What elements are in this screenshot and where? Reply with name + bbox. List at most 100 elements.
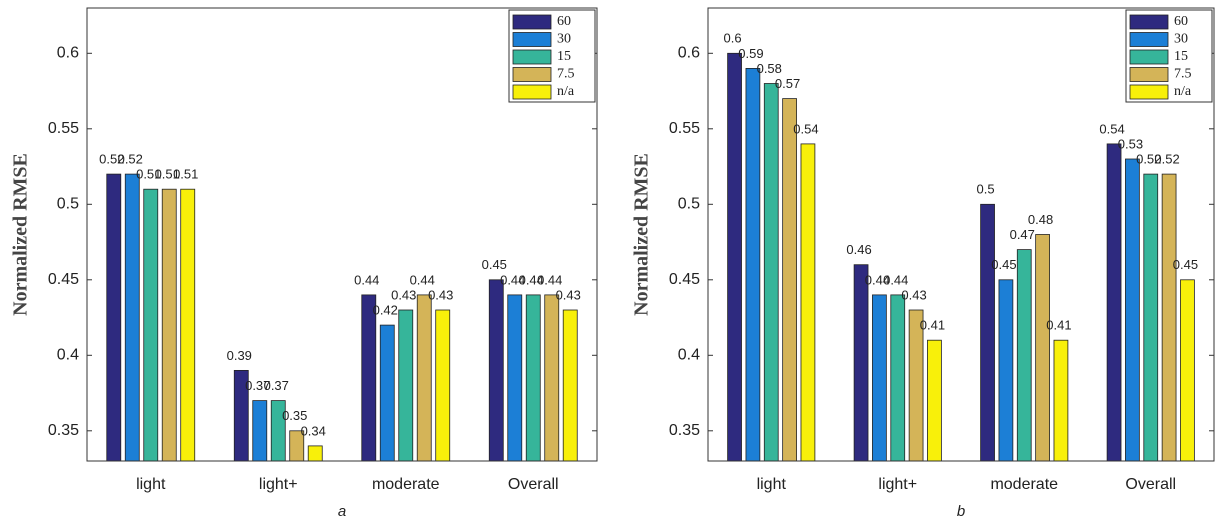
bar bbox=[1035, 234, 1050, 462]
bar bbox=[1016, 249, 1032, 462]
legend-label: n/a bbox=[557, 84, 575, 99]
bar bbox=[800, 143, 816, 462]
bar bbox=[872, 294, 887, 462]
legend-label: 60 bbox=[1174, 14, 1188, 29]
value-label: 0.6 bbox=[724, 31, 742, 46]
value-label: 0.52 bbox=[1136, 152, 1161, 167]
chart: 0.350.40.450.50.550.6light0.520.520.510.… bbox=[10, 7, 598, 520]
y-tick-label: 0.5 bbox=[57, 196, 79, 213]
bar bbox=[525, 294, 541, 462]
bar bbox=[998, 279, 1014, 462]
legend-swatch bbox=[1129, 32, 1169, 47]
bar bbox=[745, 68, 761, 462]
bar bbox=[507, 294, 523, 462]
bar bbox=[782, 98, 797, 462]
value-label: 0.39 bbox=[227, 348, 252, 363]
value-label: 0.53 bbox=[1118, 136, 1143, 151]
legend-swatch bbox=[512, 14, 552, 30]
legend-swatch bbox=[1129, 14, 1169, 30]
y-tick-label: 0.35 bbox=[48, 422, 79, 439]
value-label: 0.47 bbox=[1010, 227, 1035, 242]
legend-swatch bbox=[512, 67, 552, 82]
x-tick-label: light+ bbox=[259, 476, 298, 493]
x-tick-label: Overall bbox=[508, 476, 559, 493]
caption: b bbox=[957, 503, 965, 520]
value-label: 0.44 bbox=[883, 272, 908, 287]
bar bbox=[161, 188, 177, 462]
y-tick-label: 0.4 bbox=[57, 347, 79, 364]
legend-swatch bbox=[512, 49, 552, 65]
bar bbox=[416, 294, 432, 462]
legend-label: 7.5 bbox=[1174, 67, 1192, 82]
bar bbox=[927, 339, 942, 462]
value-label: 0.52 bbox=[99, 152, 124, 167]
legend-swatch bbox=[512, 84, 552, 100]
bar bbox=[435, 309, 451, 462]
value-label: 0.37 bbox=[264, 378, 289, 393]
bar bbox=[1161, 173, 1177, 462]
axes-box bbox=[86, 7, 598, 462]
bar bbox=[908, 309, 924, 462]
chart: 0.350.40.450.50.550.6light0.60.590.580.5… bbox=[631, 7, 1215, 520]
x-tick-label: Overall bbox=[1125, 476, 1176, 493]
value-label: 0.52 bbox=[118, 152, 143, 167]
bar bbox=[1180, 279, 1195, 462]
value-label: 0.41 bbox=[920, 318, 945, 333]
value-label: 0.48 bbox=[1028, 212, 1053, 227]
bar bbox=[106, 173, 122, 462]
bar bbox=[544, 294, 560, 462]
bar bbox=[1143, 173, 1159, 462]
axes-box bbox=[707, 7, 1215, 462]
legend-swatch bbox=[512, 32, 552, 47]
value-label: 0.43 bbox=[391, 287, 416, 302]
y-tick-label: 0.5 bbox=[678, 196, 700, 213]
bar bbox=[307, 445, 323, 462]
value-label: 0.43 bbox=[428, 287, 453, 302]
value-label: 0.44 bbox=[537, 272, 562, 287]
legend: 60 30 15 7.5 n/a bbox=[508, 9, 596, 103]
bar bbox=[143, 188, 159, 462]
bar bbox=[890, 294, 906, 462]
legend-label: 30 bbox=[557, 32, 571, 47]
x-tick-label: light bbox=[757, 476, 787, 493]
legend-label: 15 bbox=[557, 49, 571, 64]
y-tick-label: 0.45 bbox=[669, 271, 700, 288]
bar bbox=[180, 188, 196, 462]
value-label: 0.37 bbox=[245, 378, 270, 393]
legend-swatch bbox=[1129, 84, 1169, 100]
y-tick-label: 0.35 bbox=[669, 422, 700, 439]
value-label: 0.44 bbox=[354, 272, 379, 287]
value-label: 0.52 bbox=[1154, 152, 1179, 167]
caption: a bbox=[338, 503, 346, 520]
value-label: 0.51 bbox=[136, 167, 161, 182]
value-label: 0.57 bbox=[775, 76, 800, 91]
x-tick-label: light+ bbox=[878, 476, 917, 493]
bar bbox=[398, 309, 414, 462]
legend-label: n/a bbox=[1174, 84, 1192, 99]
bar bbox=[980, 203, 995, 462]
bar bbox=[853, 264, 869, 462]
y-axis-label: Normalized RMSE bbox=[10, 153, 32, 316]
bar bbox=[727, 52, 742, 462]
y-tick-label: 0.45 bbox=[48, 271, 79, 288]
value-label: 0.5 bbox=[977, 182, 995, 197]
value-label: 0.42 bbox=[373, 303, 398, 318]
value-label: 0.59 bbox=[738, 46, 763, 61]
y-tick-label: 0.55 bbox=[669, 120, 700, 137]
legend-swatch bbox=[1129, 49, 1169, 65]
value-label: 0.44 bbox=[865, 272, 890, 287]
legend-label: 30 bbox=[1174, 32, 1188, 47]
value-label: 0.51 bbox=[173, 167, 198, 182]
bar bbox=[252, 400, 268, 462]
bar bbox=[562, 309, 578, 462]
value-label: 0.46 bbox=[846, 242, 871, 257]
bar bbox=[1125, 158, 1140, 462]
bar bbox=[488, 279, 504, 462]
y-axis-label: Normalized RMSE bbox=[631, 153, 653, 316]
value-label: 0.51 bbox=[155, 167, 180, 182]
value-label: 0.43 bbox=[901, 287, 926, 302]
value-label: 0.44 bbox=[500, 272, 525, 287]
legend-swatch bbox=[1129, 67, 1169, 82]
bar bbox=[361, 294, 377, 462]
